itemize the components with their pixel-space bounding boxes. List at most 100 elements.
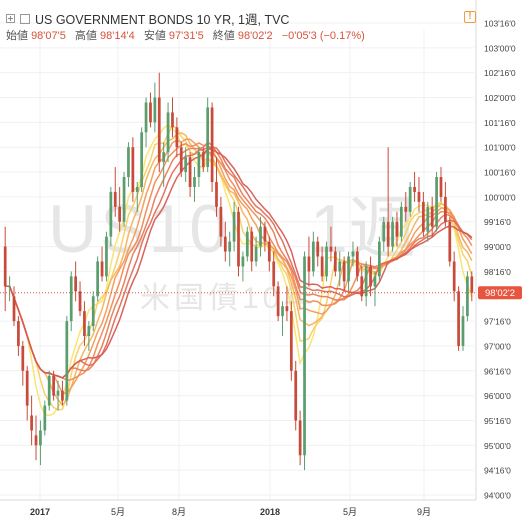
candle-down <box>307 236 311 287</box>
candle-body <box>91 296 95 327</box>
candle-body <box>228 241 232 252</box>
candle-down <box>276 281 280 322</box>
candle-body <box>461 316 465 346</box>
candle-body <box>347 256 350 282</box>
low-label: 安値 <box>143 30 166 42</box>
candle-up <box>144 97 148 148</box>
candle-up <box>311 231 315 277</box>
candle-body <box>466 276 469 317</box>
candle-down <box>329 226 333 262</box>
candle-down <box>179 142 183 178</box>
candle-up <box>91 291 95 332</box>
symbol-title[interactable]: US GOVERNMENT BONDS 10 YR, 1週, TVC <box>35 13 290 27</box>
x-tick-label: 2018 <box>260 507 280 517</box>
candle-body <box>377 241 381 277</box>
high-label: 高値 <box>74 30 97 42</box>
candle-body <box>452 261 456 292</box>
candle-body <box>413 186 416 192</box>
candle-body <box>444 196 447 222</box>
candle-down <box>201 147 205 173</box>
candle-body <box>373 276 377 287</box>
expand-icon[interactable] <box>6 14 15 23</box>
candle-up <box>351 241 355 267</box>
candle-body <box>153 97 157 123</box>
watermark-name: 米国債10年 <box>140 282 317 315</box>
grid-lines <box>0 22 474 500</box>
candle-body <box>100 261 104 277</box>
candle-body <box>316 241 320 257</box>
candle-down <box>444 181 447 227</box>
candle-down <box>452 251 456 302</box>
candle-up <box>232 201 236 252</box>
y-tick-label: 97'16'0 <box>484 317 511 327</box>
candle-body <box>267 241 271 262</box>
candle-body <box>74 276 77 292</box>
candle-down <box>157 72 161 173</box>
candle-down <box>395 211 399 247</box>
candle-up <box>153 82 157 133</box>
candle-body <box>17 321 20 346</box>
candle-body <box>342 261 346 282</box>
candle-down <box>404 191 408 222</box>
candle-body <box>307 256 311 272</box>
candle-body <box>96 261 100 297</box>
candle-body <box>355 251 359 277</box>
candle-up <box>193 167 196 202</box>
compare-icon[interactable] <box>20 13 30 24</box>
candle-down <box>219 196 223 247</box>
candle-body <box>457 291 460 346</box>
candle-body <box>113 191 117 207</box>
candle-body <box>109 191 113 237</box>
candle-up <box>325 241 328 282</box>
candle-body <box>250 231 254 262</box>
candle-body <box>140 132 144 187</box>
candle-body <box>448 221 452 262</box>
candle-down <box>210 102 214 192</box>
candle-down <box>12 286 16 327</box>
candlestick-series <box>3 72 474 471</box>
candle-body <box>210 107 214 182</box>
candle-up <box>87 321 91 351</box>
candle-body <box>171 112 174 128</box>
ohlc-legend: 始値 98'07'5 高値 98'14'4 安値 97'31'5 終値 98'0… <box>6 27 365 43</box>
price-axis: 103'16'0 103'00'0 102'16'0 102'00'0 101'16'0… <box>475 0 528 521</box>
candle-down <box>100 246 104 282</box>
candle-body <box>470 276 474 293</box>
candle-body <box>193 177 196 187</box>
candle-up <box>69 271 73 332</box>
open-label: 始値 <box>6 30 28 42</box>
candle-up <box>197 147 201 187</box>
candle-down <box>298 410 302 466</box>
candle-body <box>360 276 364 297</box>
candle-down <box>272 251 276 297</box>
candle-body <box>422 201 425 232</box>
candle-up <box>122 172 126 227</box>
alert-icon[interactable]: ! <box>464 11 476 23</box>
candle-up <box>408 181 412 217</box>
candle-body <box>135 186 139 192</box>
candle-body <box>435 177 438 227</box>
candle-body <box>382 221 386 242</box>
candle-body <box>237 211 240 267</box>
candle-up <box>373 271 377 307</box>
candle-body <box>157 97 161 163</box>
change-value: −0'05'3 (−0.17%) <box>281 30 365 42</box>
candle-body <box>281 306 284 317</box>
candle-up <box>166 102 170 163</box>
y-tick-label: 103'00'0 <box>484 43 516 53</box>
candle-body <box>369 266 372 287</box>
candle-body <box>78 291 82 312</box>
y-tick-label: 102'16'0 <box>484 68 516 78</box>
y-tick-label: 100'00'0 <box>484 192 516 202</box>
price-tag-label: 98'02'2 <box>485 288 515 299</box>
candle-up <box>39 420 42 466</box>
candle-body <box>439 177 443 197</box>
candle-body <box>338 261 342 272</box>
candle-down <box>30 395 33 446</box>
candle-up <box>8 276 11 302</box>
x-tick-label: 8月 <box>172 507 186 517</box>
candle-body <box>179 147 183 173</box>
candle-up <box>56 380 60 411</box>
candle-body <box>87 326 91 337</box>
